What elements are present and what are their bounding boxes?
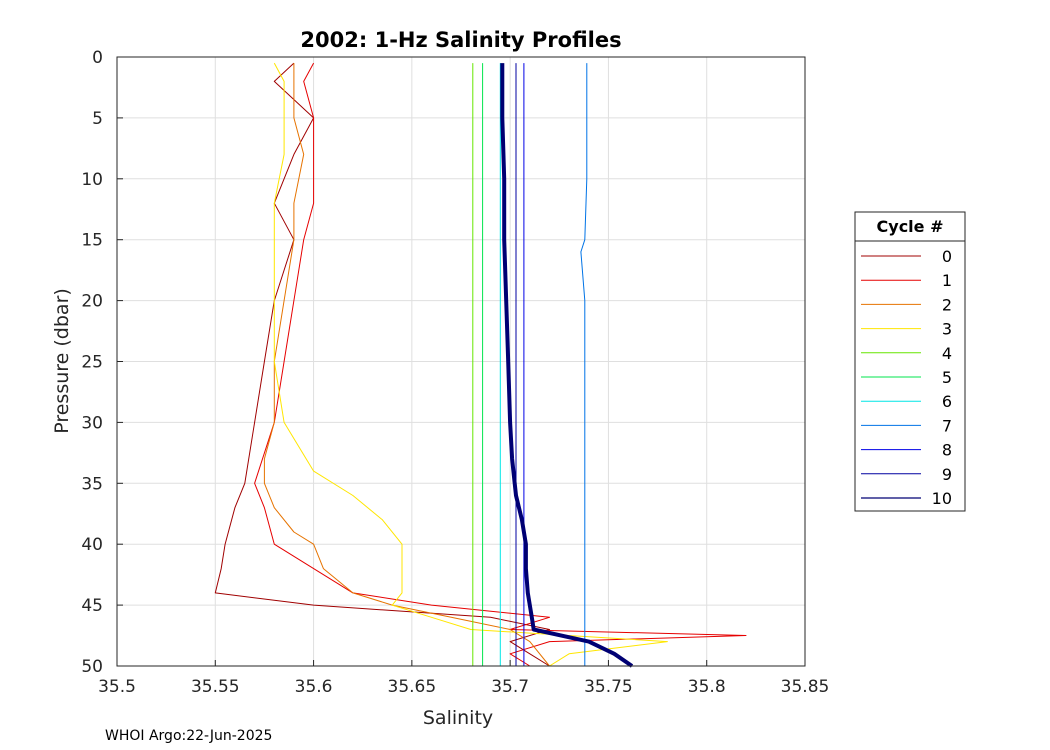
series-line-cycle-10 — [500, 63, 634, 668]
x-axis-label: Salinity — [423, 707, 493, 729]
y-tick-label: 15 — [81, 231, 103, 251]
y-tick-label: 45 — [81, 596, 103, 616]
legend-label: 10 — [932, 489, 952, 508]
y-tick-label: 35 — [81, 474, 103, 494]
x-tick-label: 35.6 — [295, 677, 333, 697]
x-tick-label: 35.5 — [98, 677, 136, 697]
footer-timestamp: WHOI Argo:22-Jun-2025 — [105, 728, 272, 744]
y-tick-label: 25 — [81, 353, 103, 373]
legend-label: 9 — [942, 465, 952, 484]
legend-label: 2 — [942, 295, 952, 314]
series-line-cycle-0 — [214, 62, 550, 667]
y-tick-label: 0 — [92, 48, 103, 68]
y-tick-label: 30 — [81, 413, 103, 433]
legend-entry-cycle-7: 7 — [861, 416, 952, 435]
legend-label: 5 — [942, 368, 952, 387]
y-tick-label: 10 — [81, 170, 103, 190]
grid — [117, 57, 805, 666]
legend-entry-cycle-1: 1 — [861, 271, 952, 290]
legend-entry-cycle-3: 3 — [861, 320, 952, 339]
x-tick-label: 35.7 — [491, 677, 529, 697]
series-line-cycle-1 — [254, 62, 747, 667]
x-tick-label: 35.85 — [781, 677, 830, 697]
legend-entry-cycle-8: 8 — [861, 441, 952, 460]
x-tick-label: 35.75 — [584, 677, 633, 697]
series-line-cycle-7 — [580, 63, 588, 666]
y-axis-label: Pressure (dbar) — [51, 288, 73, 434]
y-tick-label: 5 — [92, 109, 103, 129]
y-tick-label: 20 — [81, 292, 103, 312]
x-tick-label: 35.8 — [688, 677, 726, 697]
series-line-cycle-3 — [273, 62, 668, 667]
legend-entry-cycle-2: 2 — [861, 295, 952, 314]
x-tick-label: 35.65 — [388, 677, 437, 697]
legend-label: 4 — [942, 344, 952, 363]
legend: Cycle # 0 1 2 3 4 5 6 7 8 9 10 — [854, 211, 966, 512]
legend-entry-cycle-6: 6 — [861, 392, 952, 411]
legend-label: 8 — [942, 441, 952, 460]
y-ticks: 0 5 10 15 20 25 30 35 40 45 50 — [81, 48, 123, 677]
y-tick-label: 50 — [81, 657, 103, 677]
legend-entry-cycle-0: 0 — [861, 247, 952, 266]
legend-title: Cycle # — [877, 217, 944, 236]
y-tick-label: 40 — [81, 535, 103, 555]
legend-entry-cycle-5: 5 — [861, 368, 952, 387]
series-group — [214, 62, 747, 668]
chart-title: 2002: 1-Hz Salinity Profiles — [300, 28, 621, 52]
legend-entry-cycle-10: 10 — [861, 489, 952, 508]
legend-label: 3 — [942, 320, 952, 339]
x-tick-label: 35.55 — [191, 677, 240, 697]
legend-label: 0 — [942, 247, 952, 266]
legend-label: 7 — [942, 416, 952, 435]
legend-label: 1 — [942, 271, 952, 290]
legend-entry-cycle-4: 4 — [861, 344, 952, 363]
legend-label: 6 — [942, 392, 952, 411]
series-line-cycle-2 — [263, 63, 550, 667]
legend-entry-cycle-9: 9 — [861, 465, 952, 484]
legend-box — [854, 211, 966, 512]
legend-items: 0 1 2 3 4 5 6 7 8 9 10 — [861, 247, 952, 508]
x-ticks: 35.5 35.55 35.6 35.65 35.7 35.75 35.8 35.85 — [98, 660, 829, 697]
